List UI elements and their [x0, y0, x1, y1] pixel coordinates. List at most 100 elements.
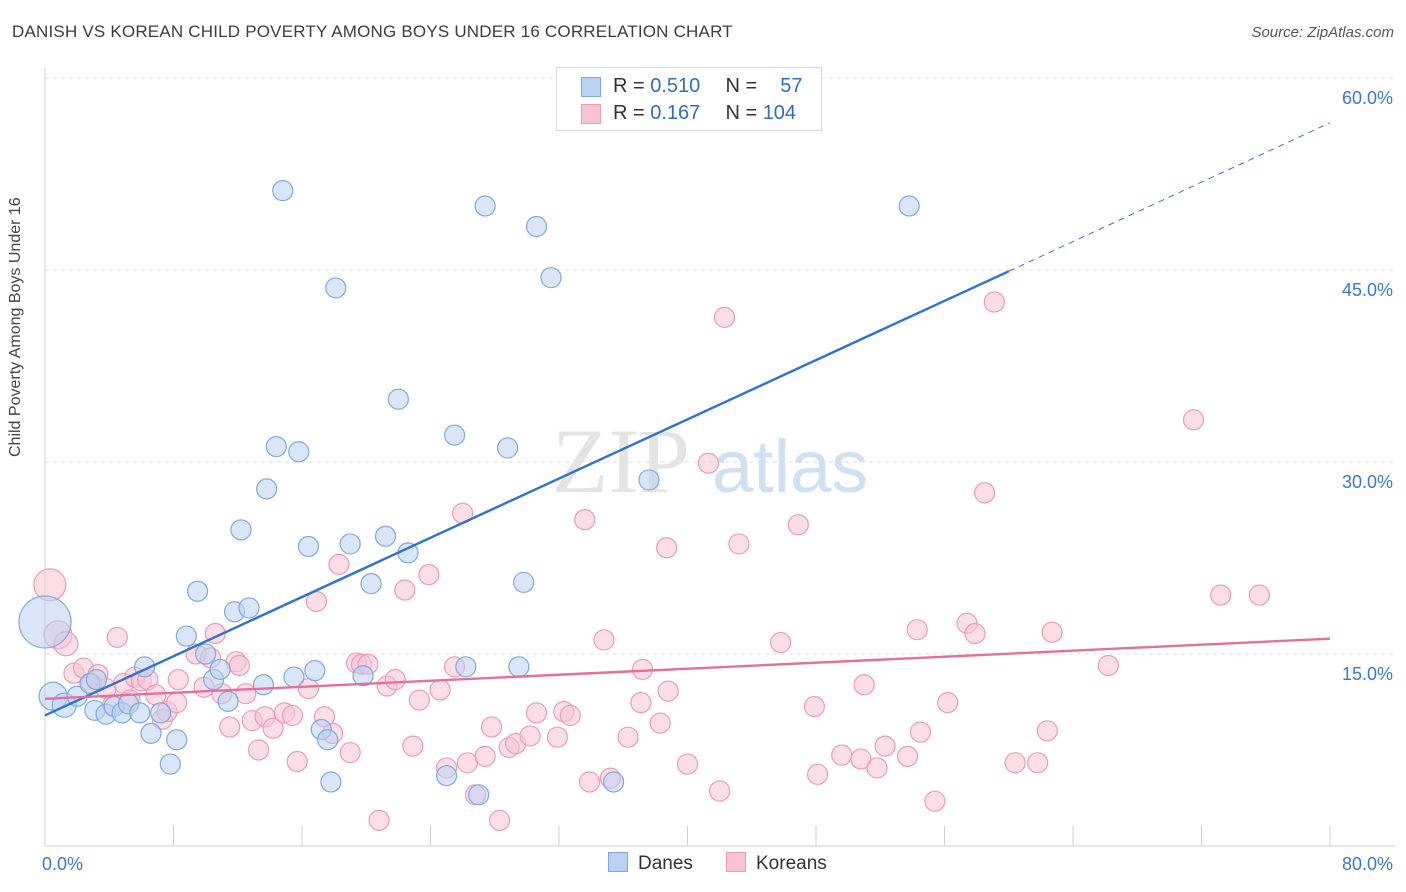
- dane-point: [256, 478, 278, 500]
- legend-r-label: R =: [613, 75, 645, 97]
- korean-point: [546, 726, 568, 748]
- dane-point: [435, 764, 458, 787]
- legend-danes-label: Danes: [638, 853, 693, 874]
- danes-points: [18, 180, 920, 806]
- legend-r-value: 0.167: [650, 102, 701, 124]
- korean-point: [408, 689, 430, 711]
- korean-point: [339, 741, 361, 764]
- korean-point: [519, 725, 541, 747]
- korean-point: [559, 704, 581, 727]
- korean-point: [1248, 584, 1270, 606]
- dane-point: [18, 595, 72, 649]
- dane-point: [297, 535, 320, 558]
- y-tick-label: 30.0%: [1342, 472, 1393, 492]
- dane-point: [230, 519, 252, 541]
- dane-point: [320, 771, 342, 793]
- watermark-atlas: atlas: [712, 425, 868, 508]
- correlation-legend: R = 0.510 N = 57 R = 0.167 N = 104: [556, 67, 822, 131]
- korean-point: [1036, 720, 1058, 742]
- korean-point: [896, 745, 919, 768]
- dane-point: [150, 702, 172, 724]
- dane-point: [195, 643, 217, 665]
- legend-row-koreans: R = 0.167 N = 104: [581, 102, 796, 126]
- korean-point: [488, 809, 511, 832]
- korean-point: [480, 716, 503, 738]
- source-label: Source: ZipAtlas.com: [1251, 24, 1394, 41]
- korean-point: [1027, 752, 1049, 774]
- korean-point: [1182, 409, 1205, 431]
- korean-point: [235, 683, 257, 705]
- korean-point: [713, 306, 736, 328]
- danes-trend-extension: [1008, 122, 1331, 272]
- korean-point: [649, 712, 671, 734]
- korean-point: [106, 626, 128, 648]
- korean-point: [281, 704, 303, 727]
- korean-point: [964, 622, 986, 645]
- korean-point: [286, 750, 308, 773]
- axes: [44, 68, 1395, 847]
- legend-r-value: 0.510: [650, 75, 701, 97]
- korean-point: [974, 482, 996, 504]
- dane-point: [265, 436, 287, 458]
- legend-n-value: 104: [762, 102, 797, 124]
- chart-title: DANISH VS KOREAN CHILD POVERTY AMONG BOY…: [12, 22, 733, 41]
- dane-point: [166, 729, 188, 751]
- y-tick-label: 45.0%: [1342, 280, 1393, 300]
- tick-labels: 15.0% 30.0% 45.0% 60.0% 0.0% 80.0%: [42, 88, 1393, 874]
- dane-point: [283, 666, 305, 688]
- koreans-swatch: [726, 852, 746, 872]
- korean-point: [384, 668, 406, 691]
- danes-swatch: [608, 852, 628, 872]
- korean-point: [474, 745, 496, 768]
- dane-point: [898, 195, 920, 217]
- korean-point: [850, 748, 872, 770]
- korean-point: [924, 790, 946, 812]
- korean-point: [709, 780, 731, 802]
- dane-point: [140, 722, 162, 744]
- danes-swatch: [581, 76, 601, 97]
- korean-point: [328, 553, 350, 576]
- koreans-swatch: [581, 103, 601, 124]
- korean-point: [657, 680, 679, 702]
- korean-point: [630, 692, 652, 714]
- dane-point: [603, 771, 625, 793]
- dane-point: [129, 702, 151, 724]
- korean-point: [1004, 752, 1026, 774]
- dane-point: [175, 625, 197, 647]
- korean-point: [402, 735, 424, 757]
- korean-point: [803, 695, 825, 718]
- korean-point: [578, 771, 601, 793]
- dane-point: [497, 437, 519, 459]
- legend-n-label: N =: [725, 75, 758, 97]
- y-tick-label: 15.0%: [1342, 664, 1393, 684]
- watermark-zip: ZIP: [552, 410, 690, 512]
- korean-point: [418, 564, 440, 586]
- dane-point: [217, 690, 239, 712]
- korean-point: [866, 757, 888, 779]
- legend-koreans-label: Koreans: [756, 853, 827, 874]
- dane-point: [513, 571, 535, 593]
- dane-point: [159, 753, 181, 775]
- dane-point: [272, 180, 294, 202]
- korean-point: [593, 629, 615, 651]
- korean-point: [368, 809, 390, 832]
- bottom-legend-danes: Danes: [608, 852, 693, 875]
- dane-point: [525, 215, 548, 238]
- koreans-trend-line: [44, 637, 1331, 700]
- dane-point: [508, 656, 530, 678]
- korean-point: [394, 579, 416, 601]
- dane-point: [474, 195, 496, 217]
- koreans-points: [33, 291, 1270, 832]
- korean-point: [983, 291, 1005, 313]
- korean-point: [728, 533, 750, 555]
- dane-point: [374, 525, 397, 547]
- korean-point: [787, 514, 809, 536]
- dane-point: [288, 441, 310, 463]
- dane-point: [638, 469, 660, 491]
- grid-lines: [45, 77, 1395, 655]
- x-tick-label: 80.0%: [1342, 854, 1393, 874]
- korean-point: [676, 753, 699, 775]
- y-tick-label: 60.0%: [1342, 88, 1393, 108]
- korean-point: [219, 716, 241, 738]
